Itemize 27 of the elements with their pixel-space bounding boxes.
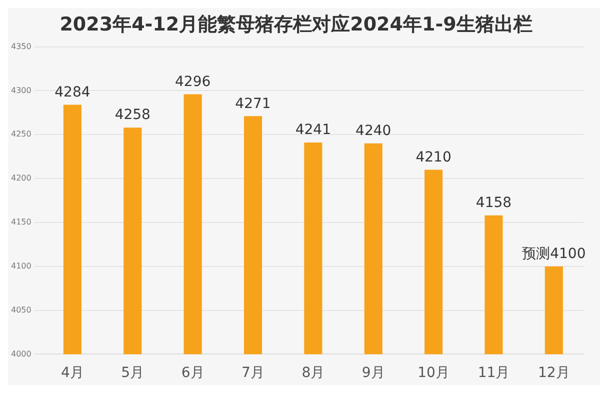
y-tick-label: 4050 [11, 305, 32, 314]
x-tick-label: 5月 [121, 365, 144, 382]
y-tick-label: 4350 [11, 42, 32, 51]
data-label: 4284 [54, 84, 90, 100]
data-label: 4296 [174, 74, 211, 90]
y-tick-label: 4100 [11, 261, 32, 270]
data-label: 4271 [235, 96, 271, 112]
data-label: 4210 [416, 149, 452, 166]
y-tick-label: 4250 [11, 130, 32, 139]
data-label: 4158 [476, 195, 512, 212]
y-tick-label: 4300 [11, 86, 32, 95]
x-tick-label: 9月 [362, 365, 385, 382]
data-label: 4241 [295, 122, 331, 138]
y-tick-label: 4000 [11, 349, 32, 358]
x-tick-label: 11月 [478, 365, 510, 382]
y-tick-label: 4200 [11, 174, 32, 183]
x-tick-label: 8月 [302, 365, 325, 382]
x-tick-label: 4月 [60, 365, 84, 382]
x-tick-label: 12月 [538, 365, 570, 382]
x-tick-label: 7月 [242, 365, 264, 382]
data-label: 4240 [356, 123, 392, 140]
data-label: 预测4100 [522, 246, 586, 262]
x-tick-label: 6月 [181, 365, 204, 382]
y-tick-label: 4150 [11, 218, 32, 227]
x-tick-label: 10月 [418, 365, 450, 382]
chart-title: 2023年4-12月能繁母猪存栏对应2024年1-9生猪出栏 [60, 13, 532, 36]
data-label: 4258 [114, 107, 150, 124]
